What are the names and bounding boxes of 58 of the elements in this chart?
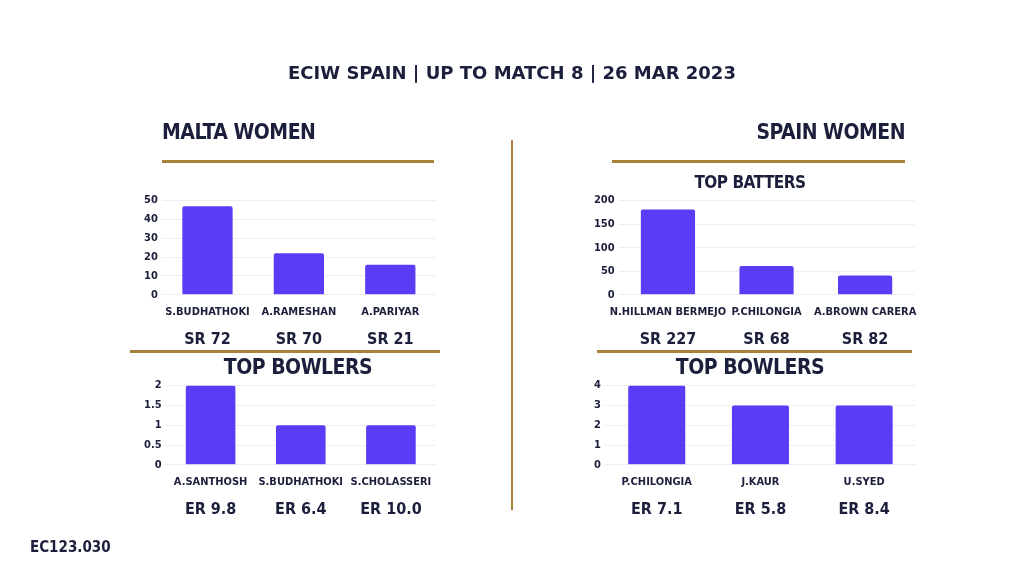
x-tick-label: J.KAUR (740, 475, 780, 489)
text: ER 8.4 (838, 499, 890, 519)
chart-title: MALTA WOMEN (162, 120, 316, 144)
y-tick-label: 30 (143, 231, 158, 245)
text: ER 10.0 (360, 499, 422, 519)
x-tick-label: A.PARIYAR (361, 305, 420, 319)
y-tick-label: 0 (150, 287, 158, 301)
x-tick-label: S.BUDHATHOKI (165, 305, 250, 319)
bar (182, 206, 233, 295)
text: SR 82 (841, 329, 889, 349)
y-tick-label: 0.5 (144, 437, 162, 451)
y-tick-label: 3 (594, 398, 601, 412)
y-tick-label: 1.5 (144, 398, 162, 412)
y-tick-label: 50 (143, 193, 158, 207)
x-tick-label: S.BUDHATHOKI (258, 475, 344, 489)
y-tick-label: 100 (593, 240, 615, 254)
text: SR 21 (367, 329, 414, 349)
bar (838, 275, 893, 295)
chart-title: TOP BOWLERS (223, 355, 373, 379)
y-tick-label: 1 (154, 418, 162, 432)
y-tick-label: 2 (154, 378, 162, 392)
bar (273, 253, 325, 295)
text: SR 227 (639, 329, 697, 349)
x-tick-label: S.CHOLASSERI (350, 475, 432, 489)
x-tick-label: N.HILLMAN BERMEJO (609, 305, 727, 319)
text: SR 70 (275, 329, 323, 349)
chart-title: TOP BOWLERS (675, 355, 825, 379)
x-tick-label: A.RAMESHAN (261, 305, 337, 319)
bar (739, 266, 794, 295)
text: ER 5.8 (734, 499, 787, 519)
chart-title: SPAIN WOMEN (756, 120, 905, 144)
y-tick-label: 50 (600, 264, 615, 278)
y-tick-label: 10 (143, 268, 158, 282)
y-tick-label: 4 (594, 378, 601, 392)
text: ER 7.1 (631, 499, 683, 519)
y-tick-label: 20 (143, 249, 158, 263)
y-tick-label: 200 (593, 193, 615, 207)
y-tick-label: 0 (154, 457, 162, 471)
text: ER 6.4 (275, 499, 327, 519)
y-tick-label: 1 (594, 437, 601, 451)
text: SR 72 (184, 329, 231, 349)
text: EC123.030 (30, 538, 111, 556)
x-tick-label: A.BROWN CARERA (813, 305, 917, 319)
bar (365, 264, 416, 295)
y-tick-label: 150 (593, 217, 615, 231)
text: ER 9.8 (184, 499, 237, 519)
x-tick-label: U.SYED (843, 475, 885, 489)
x-tick-label: P.CHILONGIA (621, 475, 693, 489)
x-tick-label: P.CHILONGIA (731, 305, 803, 319)
chart-subtitle: TOP BATTERS (694, 172, 806, 192)
y-tick-label: 2 (594, 418, 601, 432)
y-tick-label: 40 (143, 212, 158, 226)
bar (640, 209, 696, 295)
text: ECIW SPAIN | UP TO MATCH 8 | 26 MAR 2023 (288, 62, 736, 83)
y-tick-label: 0 (594, 457, 601, 471)
y-tick-label: 0 (607, 287, 615, 301)
x-tick-label: A.SANTHOSH (173, 475, 248, 489)
text: SR 68 (743, 329, 790, 349)
